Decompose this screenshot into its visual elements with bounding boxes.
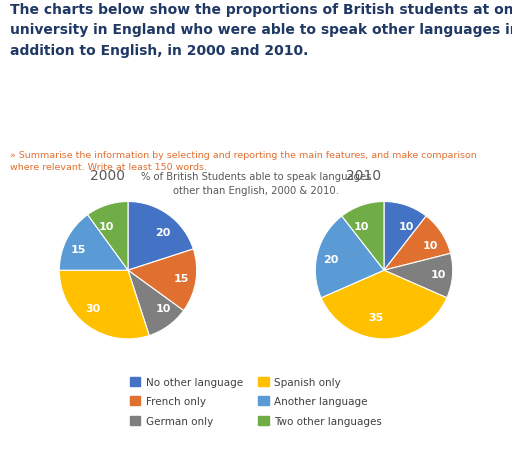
Text: 35: 35 — [369, 312, 384, 322]
Title: 2010: 2010 — [346, 168, 381, 182]
Wedge shape — [128, 202, 194, 271]
Wedge shape — [59, 271, 149, 339]
Text: % of British Students able to speak languages
other than English, 2000 & 2010.: % of British Students able to speak lang… — [141, 171, 371, 195]
Text: 10: 10 — [399, 221, 415, 231]
Text: 10: 10 — [353, 221, 369, 231]
Wedge shape — [88, 202, 128, 271]
Wedge shape — [384, 202, 426, 271]
Text: 10: 10 — [156, 304, 171, 313]
Wedge shape — [315, 216, 384, 298]
Title: 2000: 2000 — [90, 168, 125, 182]
Wedge shape — [321, 271, 447, 339]
Text: 10: 10 — [423, 240, 438, 250]
Text: 10: 10 — [98, 221, 114, 231]
Wedge shape — [128, 271, 184, 336]
Text: » Summarise the information by selecting and reporting the main features, and ma: » Summarise the information by selecting… — [10, 151, 477, 171]
Text: 10: 10 — [431, 269, 446, 280]
Text: 20: 20 — [156, 228, 171, 238]
Text: The charts below show the proportions of British students at one
university in E: The charts below show the proportions of… — [10, 4, 512, 57]
Wedge shape — [128, 249, 197, 311]
Text: 20: 20 — [324, 254, 339, 264]
Wedge shape — [384, 254, 453, 298]
Wedge shape — [342, 202, 384, 271]
Text: 15: 15 — [174, 273, 189, 283]
Legend: No other language, French only, German only, Spanish only, Another language, Two: No other language, French only, German o… — [126, 373, 386, 430]
Wedge shape — [59, 215, 128, 271]
Text: 15: 15 — [71, 244, 87, 254]
Text: 30: 30 — [86, 304, 100, 313]
Wedge shape — [384, 216, 451, 271]
